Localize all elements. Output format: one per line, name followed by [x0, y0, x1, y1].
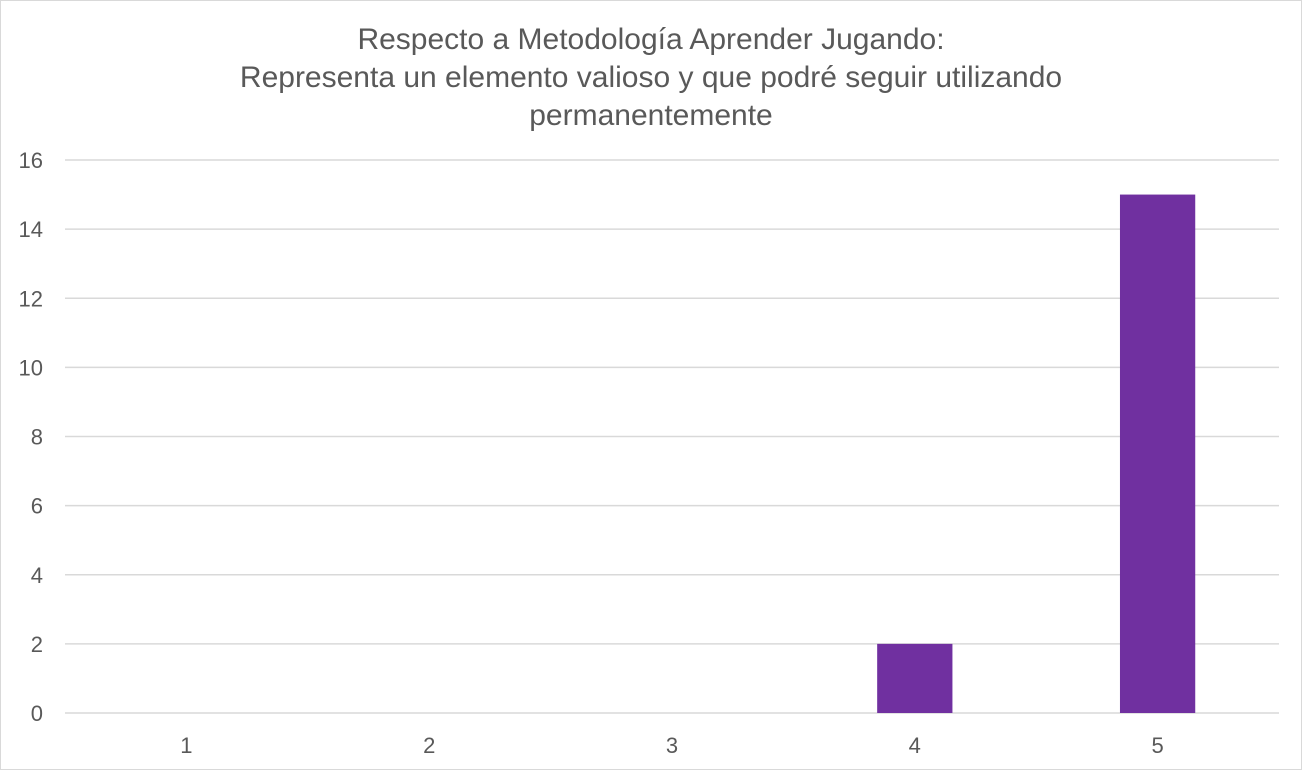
bar-5 — [1119, 194, 1196, 713]
chart-title-line-2: Representa un elemento valioso y que pod… — [239, 61, 1063, 94]
y-tick-label-4: 4 — [31, 563, 43, 588]
bar-4 — [877, 643, 953, 713]
x-tick-label-3: 3 — [666, 733, 678, 758]
y-tick-label-10: 10 — [19, 355, 43, 380]
y-tick-label-6: 6 — [31, 494, 43, 519]
chart-title-line-1: Respecto a Metodología Aprender Jugando: — [357, 23, 945, 56]
y-tick-label-0: 0 — [31, 701, 43, 726]
x-tick-label-4: 4 — [909, 733, 921, 758]
y-tick-label-2: 2 — [31, 632, 43, 657]
y-tick-label-12: 12 — [19, 286, 43, 311]
chart-title-line-3: permanentemente — [529, 99, 773, 132]
x-tick-label-2: 2 — [423, 733, 435, 758]
y-tick-label-16: 16 — [19, 148, 43, 173]
chart-title: Respecto a Metodología Aprender Jugando:… — [1, 21, 1301, 135]
y-tick-label-14: 14 — [19, 217, 43, 242]
y-tick-label-8: 8 — [31, 425, 43, 450]
x-tick-label-1: 1 — [180, 733, 192, 758]
x-tick-label-5: 5 — [1151, 733, 1163, 758]
